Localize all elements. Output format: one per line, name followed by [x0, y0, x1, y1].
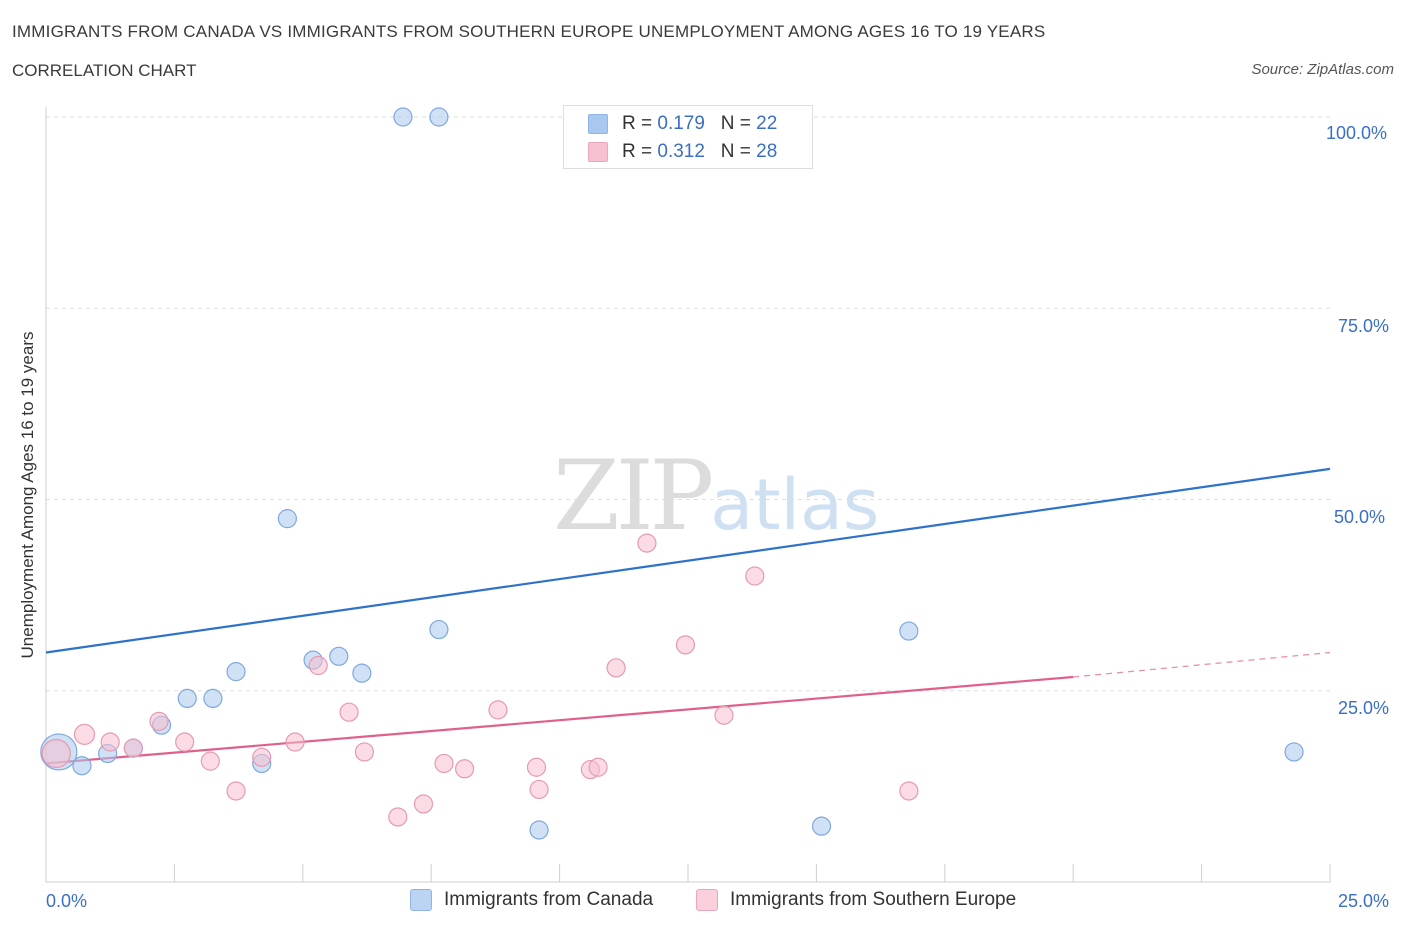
trend-lines	[45, 467, 1331, 765]
bottom-legend-swatch-canada	[410, 889, 432, 911]
gridlines	[46, 116, 1330, 692]
y-tick-50: 50.0%	[1334, 507, 1386, 527]
data-point-europe	[454, 759, 475, 779]
data-point-europe	[413, 794, 434, 814]
data-point-europe	[339, 702, 359, 722]
data-point-canada	[352, 663, 372, 683]
bottom-legend-europe: Immigrants from Southern Europe	[696, 889, 1016, 911]
chart-title: IMMIGRANTS FROM CANADA VS IMMIGRANTS FRO…	[12, 22, 1046, 41]
data-point-canada	[72, 756, 92, 776]
watermark-zip: ZIP	[553, 440, 714, 552]
axes	[45, 107, 1331, 883]
trend-line-extension-europe	[1073, 651, 1331, 678]
data-point-europe	[73, 723, 96, 745]
data-point-canada	[393, 107, 413, 127]
trend-line-canada	[45, 467, 1331, 654]
data-point-canada	[429, 107, 449, 127]
data-point-europe	[488, 700, 508, 720]
y-tick-100: 100.0%	[1326, 123, 1388, 143]
data-point-europe	[285, 732, 305, 752]
legend-text-canada: R = 0.179 N = 22	[622, 113, 778, 134]
data-point-canada	[203, 688, 223, 709]
data-point-europe	[175, 732, 195, 752]
data-point-europe	[149, 711, 169, 731]
legend-swatch-europe	[588, 142, 608, 162]
data-point-europe	[529, 779, 549, 800]
x-tick-max: 25.0%	[1338, 891, 1390, 911]
data-point-europe	[388, 807, 408, 827]
data-point-canada	[277, 509, 297, 529]
correlation-legend: R = 0.179 N = 22 R = 0.312 N = 28	[563, 105, 813, 169]
data-point-canada	[529, 820, 549, 840]
data-point-canada	[1284, 742, 1304, 762]
data-point-europe	[899, 781, 919, 801]
data-point-europe	[434, 753, 454, 774]
data-point-europe	[226, 781, 246, 801]
data-points	[40, 107, 1304, 840]
x-tick-min: 0.0%	[46, 891, 88, 911]
data-point-europe	[526, 757, 547, 777]
bottom-legend-label-europe: Immigrants from Southern Europe	[730, 889, 1017, 910]
watermark-atlas: atlas	[710, 464, 880, 546]
data-point-europe	[354, 742, 375, 762]
data-point-europe	[308, 655, 328, 676]
data-point-europe	[41, 738, 71, 769]
bottom-legend-label-canada: Immigrants from Canada	[444, 889, 654, 910]
data-point-europe	[637, 533, 657, 553]
data-point-canada	[899, 621, 919, 641]
y-tick-25: 25.0%	[1338, 698, 1390, 718]
legend-text-europe: R = 0.312 N = 28	[622, 141, 778, 162]
y-axis-label: Unemployment Among Ages 16 to 19 years	[18, 331, 37, 659]
data-point-europe	[714, 705, 734, 725]
data-point-canada	[429, 619, 449, 640]
trend-line-europe	[45, 675, 1074, 765]
legend-swatch-canada	[588, 114, 608, 134]
data-point-canada	[226, 662, 246, 682]
data-point-europe	[200, 751, 220, 771]
source-label: Source: ZipAtlas.com	[1251, 61, 1394, 78]
data-point-canada	[811, 816, 832, 836]
data-point-europe	[588, 757, 608, 777]
bottom-legend-swatch-europe	[696, 889, 718, 911]
data-point-canada	[329, 646, 349, 666]
data-point-canada	[177, 688, 197, 709]
y-tick-75: 75.0%	[1338, 316, 1390, 336]
data-point-europe	[606, 658, 626, 678]
data-point-europe	[100, 732, 120, 752]
data-point-europe	[252, 747, 272, 767]
data-point-europe	[123, 738, 143, 758]
data-point-europe	[675, 635, 696, 655]
chart-subtitle: CORRELATION CHART	[12, 61, 197, 80]
watermark: ZIPatlas	[553, 440, 879, 552]
data-point-europe	[745, 566, 765, 586]
bottom-legend-canada: Immigrants from Canada	[410, 889, 653, 911]
